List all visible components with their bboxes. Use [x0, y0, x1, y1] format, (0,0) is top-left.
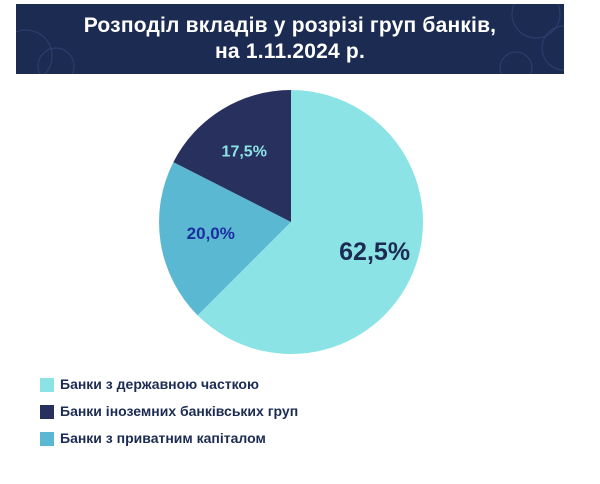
slice-label-3: 17,5%: [222, 143, 267, 160]
title-line-1: Розподіл вкладів у розрізі груп банків,: [83, 14, 497, 37]
title-line-2: на 1.11.2024 р.: [215, 40, 365, 63]
legend-swatch: [40, 378, 54, 392]
legend-label: Банки з державною часткою: [60, 376, 259, 392]
title-banner: Розподіл вкладів у розрізі груп банків, …: [16, 4, 564, 74]
slice-label-2: 20,0%: [187, 224, 235, 243]
pie-slice-3: [173, 90, 291, 222]
pie-slice-1: [197, 90, 423, 354]
banner-pattern: [16, 4, 564, 74]
pie-slice-2: [159, 162, 291, 316]
legend-label: Банки іноземних банківських груп: [60, 403, 299, 419]
slice-label-1: 62,5%: [339, 238, 410, 266]
legend-label: Банки з приватним капіталом: [60, 430, 266, 446]
chart-title: Розподіл вкладів у розрізі груп банків, …: [16, 13, 564, 65]
legend-swatch: [40, 405, 54, 419]
legend-swatch: [40, 432, 54, 446]
